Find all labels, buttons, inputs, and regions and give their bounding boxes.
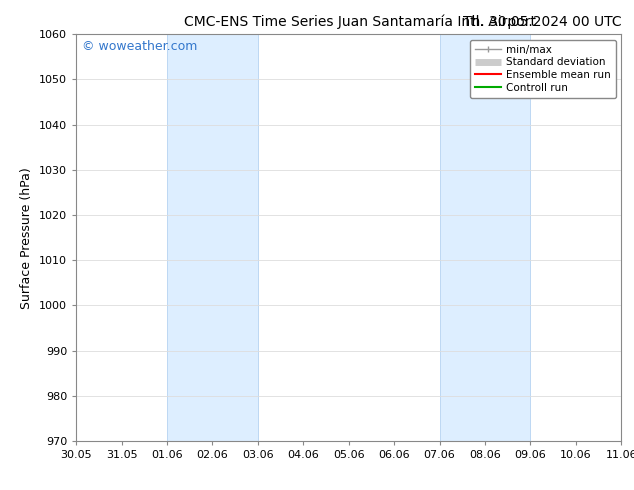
Y-axis label: Surface Pressure (hPa): Surface Pressure (hPa) (20, 167, 34, 309)
Legend: min/max, Standard deviation, Ensemble mean run, Controll run: min/max, Standard deviation, Ensemble me… (470, 40, 616, 98)
Bar (439, 34, 531, 441)
Bar (167, 34, 258, 441)
Text: CMC-ENS Time Series Juan Santamaría Intl. Airport: CMC-ENS Time Series Juan Santamaría Intl… (184, 15, 536, 29)
Text: © woweather.com: © woweather.com (82, 40, 197, 53)
Text: Th. 30.05.2024 00 UTC: Th. 30.05.2024 00 UTC (463, 15, 621, 29)
